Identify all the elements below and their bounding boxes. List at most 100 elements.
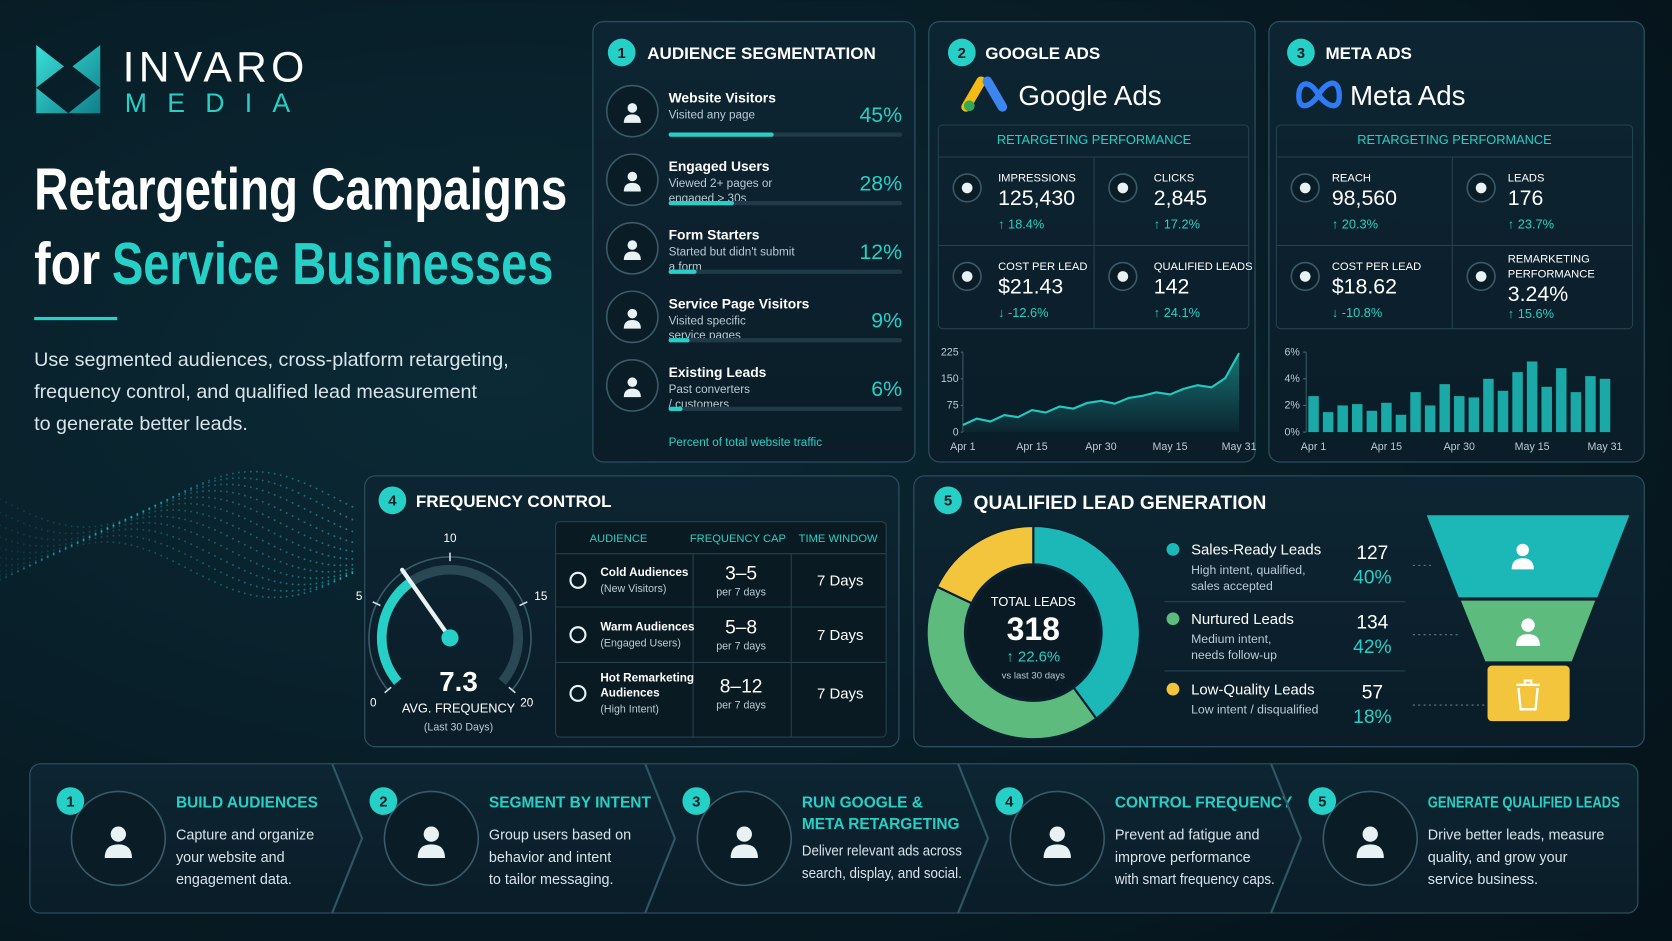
wave-dot [214,541,216,544]
wave-dot [0,578,1,581]
wave-dot [112,522,115,525]
icon-head [627,103,638,113]
wave-dot [130,522,133,525]
funnel-top [1426,515,1630,598]
wave-dot [237,553,240,556]
icon-body [623,388,641,398]
wave-dot [255,562,258,565]
wave-dot [172,525,175,528]
wave-dot [184,528,187,531]
bar [1556,368,1567,433]
wave-dot [10,540,13,543]
wave-dot [22,567,25,570]
icon-head [1362,826,1378,842]
wave-dot [112,526,115,529]
wave-dot [303,494,306,497]
wave-dot [34,561,37,564]
wave-dot [100,530,103,532]
wave-dot [154,505,157,507]
icon-body [1516,634,1540,647]
wave-dot [0,547,1,550]
legend-name: Low-Quality Leads [1191,681,1314,698]
wave-dot [285,486,288,489]
metric-change: ↑ 15.6% [1508,306,1554,321]
wave-dot [267,542,270,545]
wave-dot [160,509,163,512]
wave-dot [160,554,163,557]
y-tick-label: 2% [1284,400,1300,412]
icon-body [623,114,641,123]
number-label: 2 [958,45,966,62]
wave-dot [231,524,234,527]
wave-dot [231,491,234,494]
wave-dot [160,515,163,518]
wave-dot [285,573,288,576]
bar [1570,392,1582,433]
wave-dot [345,572,348,575]
wave-dot [130,535,133,538]
wave-dot [166,504,169,507]
wave-dot [225,483,228,486]
wave-dot [40,555,43,558]
wave-dot [58,531,61,534]
wave-dot [196,503,199,506]
wave-dot [345,539,348,542]
wave-dot [64,547,67,550]
wave-dot [52,531,55,533]
wave-dot [28,564,31,567]
wave-dot [52,553,55,556]
bar [1410,392,1421,433]
wave-dot [76,541,79,544]
row-icon [569,684,587,702]
wave-dot [237,492,240,495]
wave-dot [285,582,288,585]
wave-dot [130,515,133,518]
wave-dot [261,526,264,529]
wave-dot [76,541,79,544]
wave-dot [190,510,193,513]
wave-dot [291,583,294,586]
wave-dot [261,471,264,473]
lead-percent: 40% [1353,568,1391,589]
wave-dot [321,586,324,588]
wave-dot [0,574,1,577]
wave-dot [190,492,193,494]
wave-dot [142,509,145,512]
bar [1497,390,1509,433]
wave-dot [0,577,1,580]
wave-dot [249,533,252,536]
wave-dot [22,543,25,546]
panel [1268,20,1645,463]
wave-dot [94,532,97,535]
wave-dot [94,534,97,537]
wave-dot [279,522,282,525]
wave-dot [16,542,19,544]
wave-dot [46,555,49,558]
wave-dot [148,549,151,552]
wave-dot [243,485,246,487]
wave-dot [214,489,216,492]
wave-dot [279,589,282,592]
wave-dot [333,580,336,583]
segment-name: Website Visitors [669,90,777,106]
metric-value: 176 [1508,186,1544,210]
metric-change: ↑ 20.3% [1332,216,1378,231]
wave-dot [148,508,151,511]
wave-dot [333,578,336,581]
y-tick-label: 150 [941,373,959,385]
wave-dot [351,505,354,508]
wave-dot [327,493,330,496]
segment-name: Engaged Users [669,158,770,174]
wave-dot [190,556,193,558]
wave-dot [34,536,37,539]
wave-dot [34,561,37,564]
icon-body [623,182,641,192]
wave-dot [327,580,330,583]
wave-dot [64,548,67,551]
segment-name: Existing Leads [669,364,767,380]
wave-dot [249,546,252,549]
subpanel-title: RETARGETING PERFORMANCE [1357,132,1551,147]
wave-dot [219,519,222,522]
x-tick-label: Apr 15 [1371,441,1402,453]
wave-dot [327,532,330,535]
